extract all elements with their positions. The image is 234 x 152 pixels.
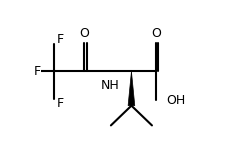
Text: F: F — [34, 65, 41, 78]
Text: F: F — [57, 33, 64, 46]
Text: F: F — [57, 97, 64, 110]
Text: NH: NH — [101, 79, 120, 92]
Polygon shape — [128, 71, 135, 106]
Text: O: O — [151, 27, 161, 40]
Text: O: O — [79, 27, 89, 40]
Text: OH: OH — [166, 94, 186, 107]
